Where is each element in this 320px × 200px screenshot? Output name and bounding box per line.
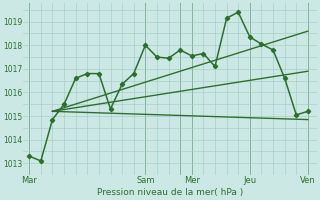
X-axis label: Pression niveau de la mer( hPa ): Pression niveau de la mer( hPa ) [97, 188, 244, 197]
